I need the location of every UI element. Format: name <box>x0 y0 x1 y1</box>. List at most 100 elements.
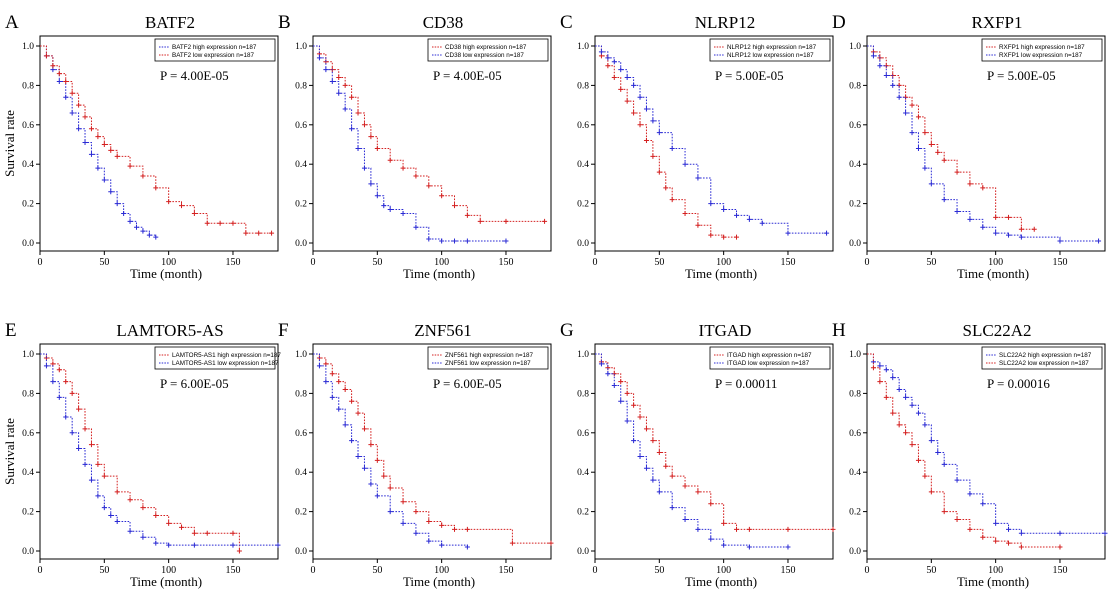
censor-mark <box>915 410 921 416</box>
x-axis-label: Time (month) <box>403 574 475 589</box>
censor-mark <box>88 442 94 448</box>
y-tick-label: 0.0 <box>295 239 307 249</box>
censor-mark <box>121 210 127 216</box>
censor-mark <box>368 442 374 448</box>
censor-mark <box>69 110 75 116</box>
plot-frame <box>312 35 552 252</box>
censor-mark <box>133 224 139 230</box>
censor-mark <box>56 394 62 400</box>
panel-title: ZNF561 <box>414 321 472 340</box>
x-axis-label: Time (month) <box>685 266 757 281</box>
y-tick-label: 1.0 <box>295 42 307 52</box>
y-tick-label: 0.6 <box>849 121 861 131</box>
censor-mark <box>69 90 75 96</box>
censor-mark <box>708 501 714 507</box>
censor-marks <box>43 53 159 240</box>
x-tick-label: 150 <box>225 565 240 576</box>
censor-mark <box>967 181 973 187</box>
x-axis-label: Time (month) <box>957 574 1029 589</box>
censor-mark <box>824 230 830 236</box>
x-tick-label: 50 <box>99 257 109 268</box>
censor-mark <box>82 114 88 120</box>
censor-mark <box>967 491 973 497</box>
censor-mark <box>127 218 133 224</box>
censor-mark <box>643 138 649 144</box>
censor-mark <box>870 365 876 371</box>
censor-mark <box>650 118 656 124</box>
y-tick-label: 0.8 <box>22 389 34 399</box>
panel-c: C NLRP12 0.0 0.2 0.4 0.6 0.8 1.0 0 50 100 150 Time (… <box>560 12 834 281</box>
y-tick-label: 0.2 <box>849 508 861 518</box>
censor-mark <box>204 220 210 226</box>
censor-mark <box>439 238 445 244</box>
y-tick-label: 0.4 <box>22 160 34 170</box>
panel-title: RXFP1 <box>971 13 1022 32</box>
censor-mark <box>387 509 393 515</box>
censor-marks <box>598 361 791 550</box>
censor-mark <box>230 542 236 548</box>
legend-label: ZNF561 low expression n=187 <box>445 360 531 367</box>
censor-mark <box>374 193 380 199</box>
censor-mark <box>76 446 82 452</box>
censor-mark <box>746 216 752 222</box>
censor-mark <box>650 153 656 159</box>
censor-mark <box>230 530 236 536</box>
censor-mark <box>611 383 617 389</box>
censor-mark <box>941 197 947 203</box>
censor-mark <box>166 199 172 205</box>
censor-mark <box>355 145 361 151</box>
censor-mark <box>624 98 630 104</box>
censor-mark <box>361 122 367 128</box>
survival-curve <box>313 45 545 222</box>
y-tick-label: 1.0 <box>22 350 34 360</box>
censor-mark <box>381 203 387 209</box>
survival-curve <box>867 353 1105 534</box>
censor-mark <box>1096 238 1102 244</box>
censor-mark <box>323 67 329 73</box>
censor-mark <box>82 140 88 146</box>
censor-mark <box>682 483 688 489</box>
censor-mark <box>708 201 714 207</box>
censor-mark <box>624 390 630 396</box>
censor-mark <box>349 94 355 100</box>
censor-mark <box>624 418 630 424</box>
censor-mark <box>877 63 883 69</box>
x-tick-label: 50 <box>654 257 664 268</box>
censor-mark <box>56 367 62 373</box>
x-tick-label: 0 <box>38 565 43 576</box>
censor-mark <box>909 402 915 408</box>
censor-mark <box>368 134 374 140</box>
censor-marks <box>316 51 548 224</box>
censor-marks <box>43 355 242 554</box>
censor-marks <box>870 365 1063 550</box>
censor-mark <box>922 130 928 136</box>
censor-marks <box>43 363 281 548</box>
censor-marks <box>43 53 275 236</box>
panel-letter: C <box>560 12 573 33</box>
censor-mark <box>275 542 281 548</box>
censor-mark <box>785 544 791 550</box>
censor-mark <box>477 218 483 224</box>
censor-mark <box>605 371 611 377</box>
censor-mark <box>598 361 604 367</box>
censor-mark <box>153 234 159 240</box>
censor-mark <box>452 238 458 244</box>
censor-mark <box>611 59 617 65</box>
censor-mark <box>903 394 909 400</box>
censor-mark <box>217 220 223 226</box>
y-tick-label: 0.8 <box>577 81 589 91</box>
censor-mark <box>1018 226 1024 232</box>
p-value: P = 5.00E-05 <box>987 68 1056 83</box>
panel-b: B CD38 0.0 0.2 0.4 0.6 0.8 1.0 0 50 100 150 Time (mo… <box>278 12 552 281</box>
survival-curve <box>595 45 737 238</box>
censor-mark <box>656 450 662 455</box>
censor-mark <box>101 473 107 479</box>
censor-mark <box>179 203 185 209</box>
censor-mark <box>618 398 624 404</box>
x-tick-label: 150 <box>780 565 795 576</box>
x-tick-label: 100 <box>434 257 449 268</box>
censor-mark <box>114 153 120 159</box>
